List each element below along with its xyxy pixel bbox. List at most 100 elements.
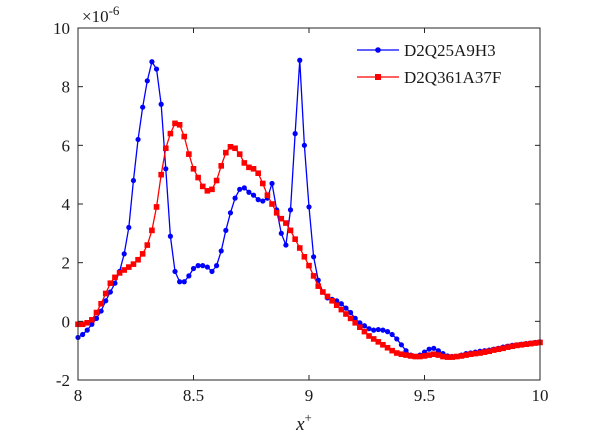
data-point: [454, 353, 460, 360]
data-point: [186, 273, 192, 279]
data-point: [84, 327, 90, 333]
data-point: [384, 344, 391, 351]
data-point: [98, 300, 104, 307]
data-point: [334, 298, 340, 304]
data-point: [527, 340, 534, 347]
data-point: [384, 329, 391, 335]
data-point: [504, 344, 511, 350]
data-point: [366, 326, 372, 332]
data-point: [403, 348, 409, 354]
data-point: [371, 327, 377, 333]
data-point: [112, 274, 118, 281]
data-point: [315, 277, 321, 283]
data-point: [149, 59, 155, 65]
data-point: [218, 248, 224, 254]
data-point: [130, 177, 137, 184]
data-point: [440, 353, 446, 360]
legend-label-series-2: D2Q361A37F: [404, 68, 501, 87]
data-point: [343, 305, 349, 311]
legend-marker-series-2: [375, 74, 381, 80]
data-point: [246, 189, 252, 195]
data-point: [269, 201, 275, 207]
data-point: [158, 171, 164, 178]
data-point: [250, 166, 257, 172]
data-point: [232, 195, 238, 201]
data-point: [195, 174, 201, 181]
data-point: [121, 267, 127, 273]
data-point: [80, 331, 86, 338]
data-point: [190, 166, 197, 172]
y-tick-label: 8: [62, 78, 71, 97]
data-point: [301, 142, 307, 148]
data-point: [236, 151, 243, 157]
plot-frame: [77, 27, 541, 381]
data-point: [500, 345, 506, 352]
data-point: [333, 302, 340, 308]
data-point: [486, 348, 492, 355]
data-point: [320, 289, 326, 295]
x-tick-label: 8.5: [183, 386, 204, 405]
data-point: [357, 324, 363, 330]
data-point: [426, 352, 432, 358]
data-point: [84, 320, 91, 326]
data-point: [495, 346, 502, 352]
data-point: [398, 351, 405, 357]
data-point: [79, 321, 86, 328]
data-point: [121, 251, 127, 257]
data-point: [89, 317, 95, 323]
legend-box: [353, 37, 531, 95]
x-axis-label-sup: +: [305, 410, 312, 425]
legend-marker-series-1: [375, 47, 381, 53]
data-point: [107, 280, 114, 286]
data-point: [481, 349, 488, 355]
data-point: [177, 279, 183, 285]
x-tick-label: 9: [305, 386, 314, 405]
data-point: [172, 268, 178, 275]
data-point: [227, 144, 234, 150]
data-point: [338, 306, 345, 313]
data-point: [407, 353, 414, 359]
data-point: [273, 210, 280, 216]
data-point: [393, 350, 400, 356]
data-point: [237, 186, 243, 192]
data-point: [315, 283, 322, 289]
data-point: [167, 233, 173, 239]
data-point: [227, 210, 234, 216]
data-point: [139, 251, 146, 257]
data-point: [112, 280, 118, 286]
data-point: [140, 104, 146, 110]
data-point: [467, 351, 474, 357]
data-point: [181, 279, 187, 285]
data-point: [200, 263, 206, 269]
y-tick-label: 2: [62, 254, 71, 273]
data-point: [347, 309, 354, 316]
y-tick-label: -2: [56, 371, 70, 390]
data-point: [199, 183, 206, 190]
data-point: [255, 197, 261, 203]
data-point: [278, 215, 285, 222]
y-exponent-label: ×10-6: [82, 3, 120, 26]
data-point: [389, 347, 395, 354]
data-point: [107, 289, 113, 295]
data-point: [296, 245, 303, 251]
data-point: [93, 309, 100, 316]
data-point: [514, 342, 520, 349]
data-point: [162, 145, 169, 152]
data-point: [149, 227, 155, 234]
data-point: [135, 256, 141, 263]
data-point: [130, 261, 137, 267]
data-point: [375, 326, 381, 333]
data-point: [398, 342, 404, 348]
data-point: [435, 352, 442, 358]
data-point: [292, 131, 298, 137]
data-point: [158, 101, 164, 107]
data-point: [380, 327, 386, 333]
data-point: [103, 298, 109, 304]
data-point: [102, 290, 109, 297]
legend-label-series-1: D2Q25A9H3: [404, 41, 496, 60]
data-point: [361, 323, 368, 329]
data-point: [366, 333, 372, 339]
data-point: [218, 163, 225, 169]
data-point: [509, 343, 516, 350]
